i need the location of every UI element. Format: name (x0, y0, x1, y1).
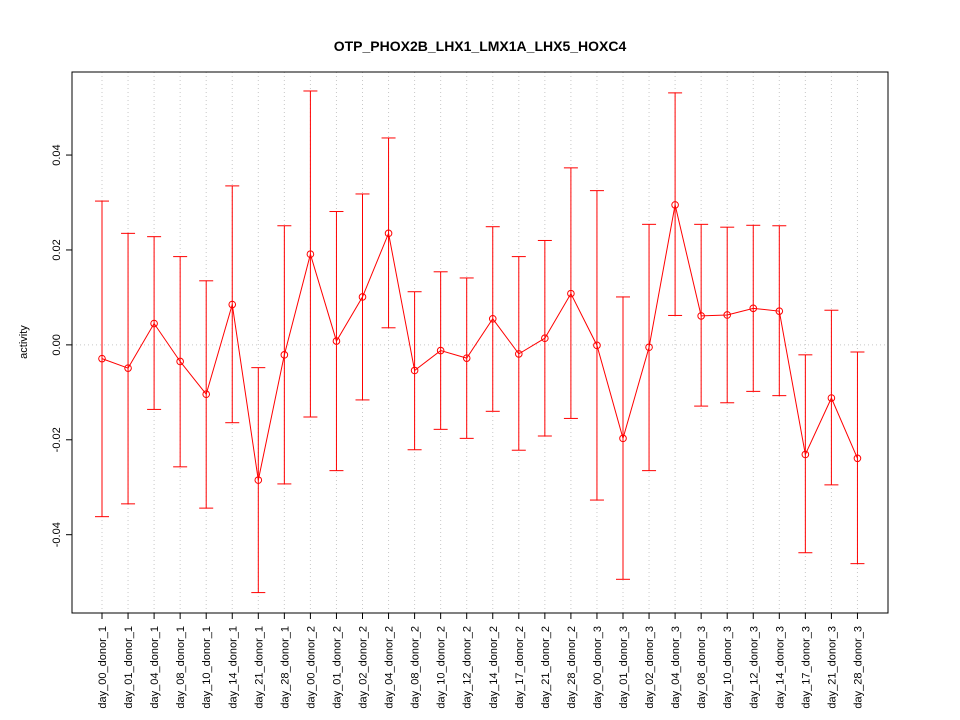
data-point (827, 394, 836, 402)
x-tick-label: day_04_donor_3 (670, 626, 682, 709)
plot-frame (71, 71, 889, 614)
x-tick-label: day_01_donor_1 (123, 626, 135, 709)
x-tick-label: day_02_donor_2 (358, 626, 370, 709)
x-tick-label: day_17_donor_3 (800, 626, 812, 709)
x-tick-label: day_04_donor_1 (149, 626, 161, 709)
data-point (697, 312, 705, 320)
x-tick-label: day_10_donor_2 (436, 626, 448, 709)
grid (72, 72, 888, 613)
y-tick-label: 0.00 (51, 334, 63, 355)
data-point (124, 364, 132, 372)
data-point (749, 304, 758, 313)
y-tick-label: 0.04 (51, 144, 63, 165)
x-tick-label: day_08_donor_3 (696, 626, 708, 709)
x-tick-label: day_08_donor_1 (175, 626, 187, 709)
x-tick-label: day_10_donor_3 (722, 626, 734, 709)
y-tick-label: -0.02 (51, 427, 63, 452)
data-point (332, 337, 341, 345)
x-tick-label: day_04_donor_2 (384, 626, 396, 709)
y-tick-label: -0.04 (51, 522, 63, 547)
error-bars (95, 90, 865, 594)
x-tick-label: day_14_donor_3 (774, 626, 786, 709)
x-tick-label: day_21_donor_1 (253, 626, 265, 709)
data-point (488, 314, 497, 323)
x-tick-label: day_28_donor_3 (852, 626, 864, 709)
x-axis: day_00_donor_1 day_01_donor_1 day_04_donor… (97, 612, 864, 709)
y-axis: -0.04 -0.02 0.00 0.02 0.04 (51, 144, 72, 547)
x-tick-label: day_28_donor_2 (566, 626, 578, 709)
x-tick-label: day_28_donor_1 (279, 626, 291, 709)
x-tick-label: day_00_donor_2 (305, 626, 317, 709)
x-tick-label: day_01_donor_3 (618, 626, 630, 709)
y-tick-label: 0.02 (51, 239, 63, 260)
data-point (541, 334, 549, 343)
x-tick-label: day_21_donor_2 (540, 626, 552, 709)
data-point (853, 454, 862, 463)
data-point (671, 201, 679, 209)
data-point (202, 390, 210, 399)
data-points (98, 201, 862, 484)
data-point (306, 250, 315, 259)
data-point (280, 351, 289, 359)
data-point (228, 300, 237, 309)
data-point (619, 434, 627, 443)
data-point (775, 307, 784, 315)
data-point (176, 357, 184, 366)
x-tick-label: day_12_donor_2 (462, 626, 474, 709)
data-point (645, 343, 653, 352)
x-tick-label: day_00_donor_3 (592, 626, 604, 709)
data-point (593, 341, 601, 350)
data-point (515, 350, 523, 358)
data-point (462, 354, 471, 362)
x-tick-label: day_00_donor_1 (97, 626, 109, 709)
data-point (358, 293, 367, 301)
x-tick-label: day_12_donor_3 (748, 626, 760, 709)
data-point (723, 311, 732, 319)
x-tick-label: day_02_donor_3 (644, 626, 656, 709)
chart-title: OTP_PHOX2B_LHX1_LMX1A_LHX5_HOXC4 (334, 38, 627, 54)
x-tick-label: day_17_donor_2 (514, 626, 526, 709)
data-point (436, 346, 445, 355)
data-point (98, 354, 106, 363)
data-point (801, 450, 810, 459)
x-tick-label: day_21_donor_3 (826, 626, 838, 709)
data-point (410, 366, 419, 375)
x-tick-label: day_10_donor_1 (201, 626, 213, 709)
x-tick-label: day_14_donor_1 (227, 626, 239, 709)
data-point (254, 476, 263, 484)
x-tick-label: day_08_donor_2 (410, 626, 422, 709)
data-point (384, 229, 393, 238)
y-axis-label: activity (18, 325, 30, 359)
data-point (567, 289, 575, 298)
x-tick-label: day_01_donor_2 (331, 626, 343, 709)
x-tick-label: day_14_donor_2 (488, 626, 500, 709)
series-line (101, 204, 858, 481)
data-point (150, 319, 158, 328)
